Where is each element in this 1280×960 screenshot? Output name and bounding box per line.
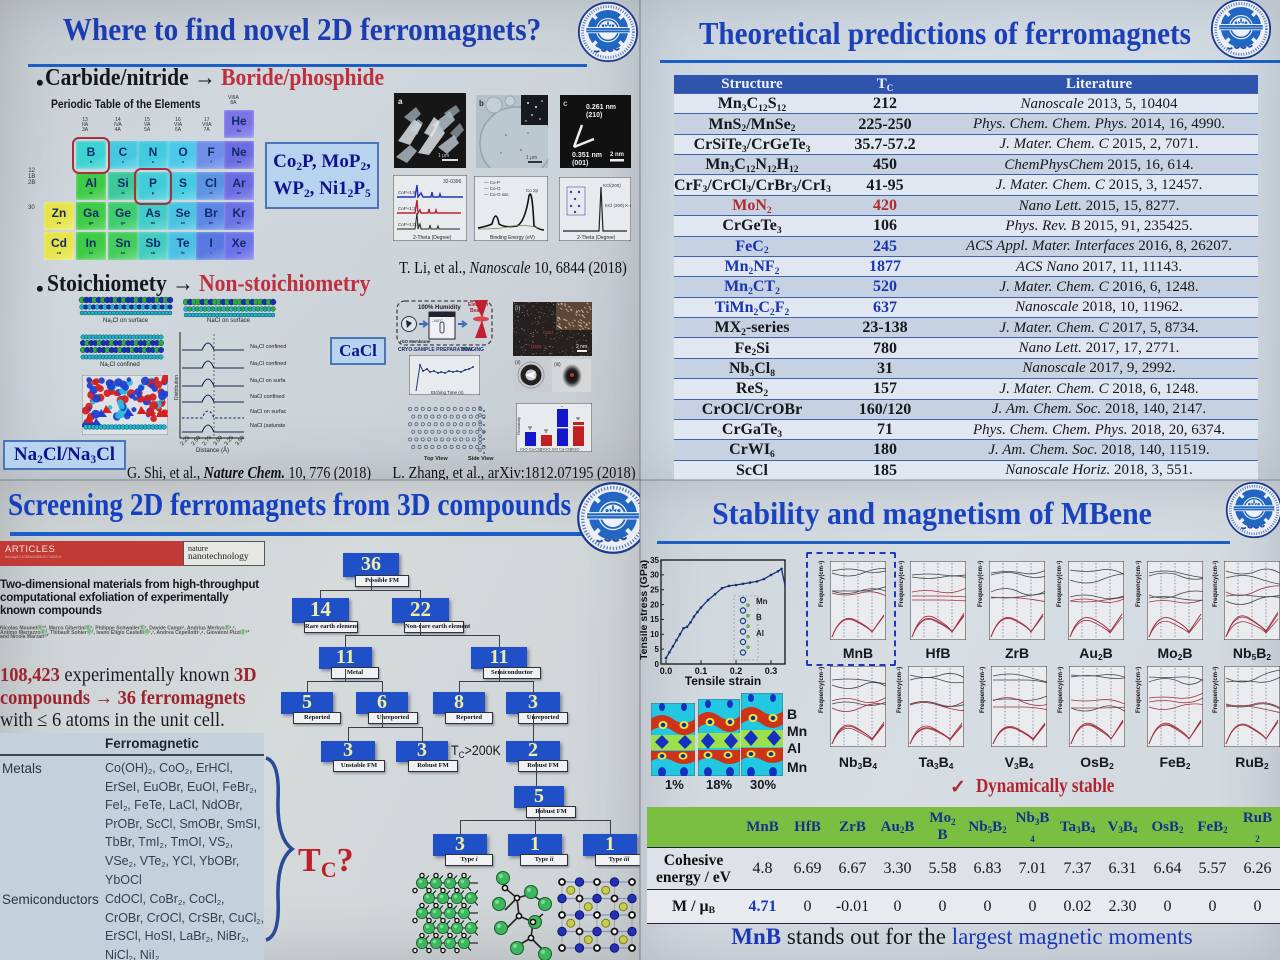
svg-text:Mn: Mn bbox=[756, 597, 768, 606]
svg-text:— Co-O sat.: — Co-O sat. bbox=[484, 192, 509, 197]
svg-text:25: 25 bbox=[650, 586, 659, 595]
svg-text:(iii): (iii) bbox=[554, 362, 561, 368]
svg-text:0.2: 0.2 bbox=[730, 666, 743, 676]
svg-text:2 nm: 2 nm bbox=[576, 344, 587, 350]
svg-text:10: 10 bbox=[650, 630, 659, 639]
svg-text:100% Humidity: 100% Humidity bbox=[418, 305, 461, 311]
svg-text:Etching Time (s): Etching Time (s) bbox=[431, 390, 464, 395]
svg-text:30: 30 bbox=[650, 571, 659, 580]
svg-text:0.3: 0.3 bbox=[765, 666, 778, 676]
svg-text:2 nm: 2 nm bbox=[610, 152, 624, 158]
svg-text:(001): (001) bbox=[572, 160, 588, 167]
svg-text:CaCl: CaCl bbox=[543, 330, 553, 335]
svg-text:15: 15 bbox=[650, 615, 659, 624]
svg-text:CoP+1:2: CoP+1:2 bbox=[398, 206, 416, 211]
svg-text:0.1: 0.1 bbox=[695, 666, 708, 676]
svg-text:1 μm: 1 μm bbox=[438, 153, 449, 159]
svg-text:B: B bbox=[756, 613, 762, 622]
svg-text:2-Theta (Degree): 2-Theta (Degree) bbox=[413, 235, 452, 241]
svg-text:0: 0 bbox=[655, 660, 660, 669]
svg-text:0.261 nm: 0.261 nm bbox=[586, 104, 616, 111]
svg-text:Resistivity: Resistivity bbox=[516, 417, 521, 435]
svg-text:CoP+1:0.5: CoP+1:0.5 bbox=[398, 222, 420, 227]
svg-text:Tensile strain: Tensile strain bbox=[685, 674, 761, 687]
svg-text:Binding Energy (eV): Binding Energy (eV) bbox=[490, 235, 535, 241]
svg-text:— Co-O: — Co-O bbox=[484, 186, 501, 191]
svg-text:a: a bbox=[398, 97, 403, 106]
svg-text:(ii): (ii) bbox=[515, 360, 521, 366]
svg-text:CoP+1:8: CoP+1:8 bbox=[398, 190, 416, 195]
svg-text:Beam: Beam bbox=[470, 308, 484, 314]
svg-text:(110): (110) bbox=[531, 344, 542, 349]
svg-text:5: 5 bbox=[655, 645, 660, 654]
svg-text:(210): (210) bbox=[586, 112, 602, 119]
svg-text:-140°C: -140°C bbox=[432, 319, 443, 323]
svg-text:1 μm: 1 μm bbox=[526, 155, 537, 161]
svg-text:c: c bbox=[563, 99, 568, 108]
svg-text:b: b bbox=[479, 99, 484, 108]
svg-text:20: 20 bbox=[650, 600, 659, 609]
svg-text:Al: Al bbox=[756, 629, 764, 638]
svg-text:Electron: Electron bbox=[468, 302, 488, 308]
svg-text:KCl(200): KCl(200) bbox=[603, 183, 621, 188]
svg-text:Distribution: Distribution bbox=[174, 375, 180, 400]
svg-text:Co 2p: Co 2p bbox=[526, 188, 539, 193]
svg-text:rGO Ca-Cl@rGO GO Ca-Cl@GO: rGO Ca-Cl@rGO GO Ca-Cl@GO bbox=[520, 447, 579, 452]
svg-text:— Co-P: — Co-P bbox=[484, 180, 500, 185]
svg-text:0.351 nm: 0.351 nm bbox=[572, 152, 602, 159]
svg-text:KCl (200) K-sat: KCl (200) K-sat bbox=[605, 203, 631, 208]
svg-text:Tensile stress (GPa): Tensile stress (GPa) bbox=[640, 560, 650, 660]
svg-text:(i): (i) bbox=[515, 306, 520, 312]
svg-text:2-Theta (Degree): 2-Theta (Degree) bbox=[577, 235, 616, 241]
svg-text:35: 35 bbox=[650, 556, 659, 565]
svg-text:rGO Membrane: rGO Membrane bbox=[400, 339, 431, 344]
svg-text:0.0: 0.0 bbox=[660, 666, 673, 676]
svg-text:32-0396: 32-0396 bbox=[443, 179, 462, 185]
